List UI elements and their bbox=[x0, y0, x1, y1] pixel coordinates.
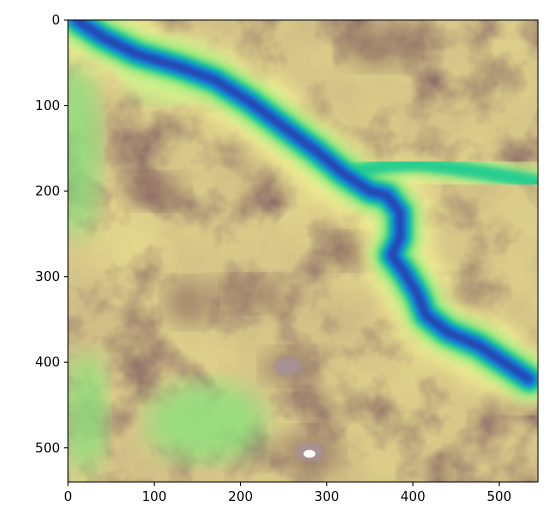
high-ground bbox=[162, 278, 215, 327]
y-axis: 0 100 200 300 400 500 bbox=[35, 14, 68, 456]
x-tick-label: 100 bbox=[142, 490, 167, 505]
river-branch-layer bbox=[336, 156, 538, 190]
lowland bbox=[68, 58, 101, 239]
lowland bbox=[68, 353, 108, 474]
high-ground bbox=[340, 21, 417, 70]
terrain-features bbox=[68, 20, 538, 477]
y-tick-label: 500 bbox=[35, 441, 60, 456]
x-tick-label: 400 bbox=[401, 490, 426, 505]
x-axis: 0 100 200 300 400 500 bbox=[64, 482, 512, 505]
plot-frame bbox=[67, 19, 539, 483]
y-tick-label: 100 bbox=[35, 99, 60, 114]
heatmap-image bbox=[68, 20, 538, 482]
x-tick-label: 200 bbox=[228, 490, 253, 505]
summit-peak bbox=[303, 449, 316, 458]
y-tick-label: 200 bbox=[35, 185, 60, 200]
y-tick-label: 300 bbox=[35, 270, 60, 285]
high-ground bbox=[122, 173, 187, 210]
high-ground bbox=[211, 275, 288, 312]
terrain-texture bbox=[68, 20, 538, 482]
y-tick-label: 400 bbox=[35, 356, 60, 371]
x-tick-label: 0 bbox=[64, 490, 72, 505]
lowland bbox=[145, 382, 266, 463]
river-valley-layer bbox=[73, 20, 533, 383]
summit bbox=[273, 357, 302, 376]
x-tick-label: 500 bbox=[487, 490, 512, 505]
x-tick-label: 300 bbox=[314, 490, 339, 505]
y-tick-label: 0 bbox=[52, 14, 60, 29]
